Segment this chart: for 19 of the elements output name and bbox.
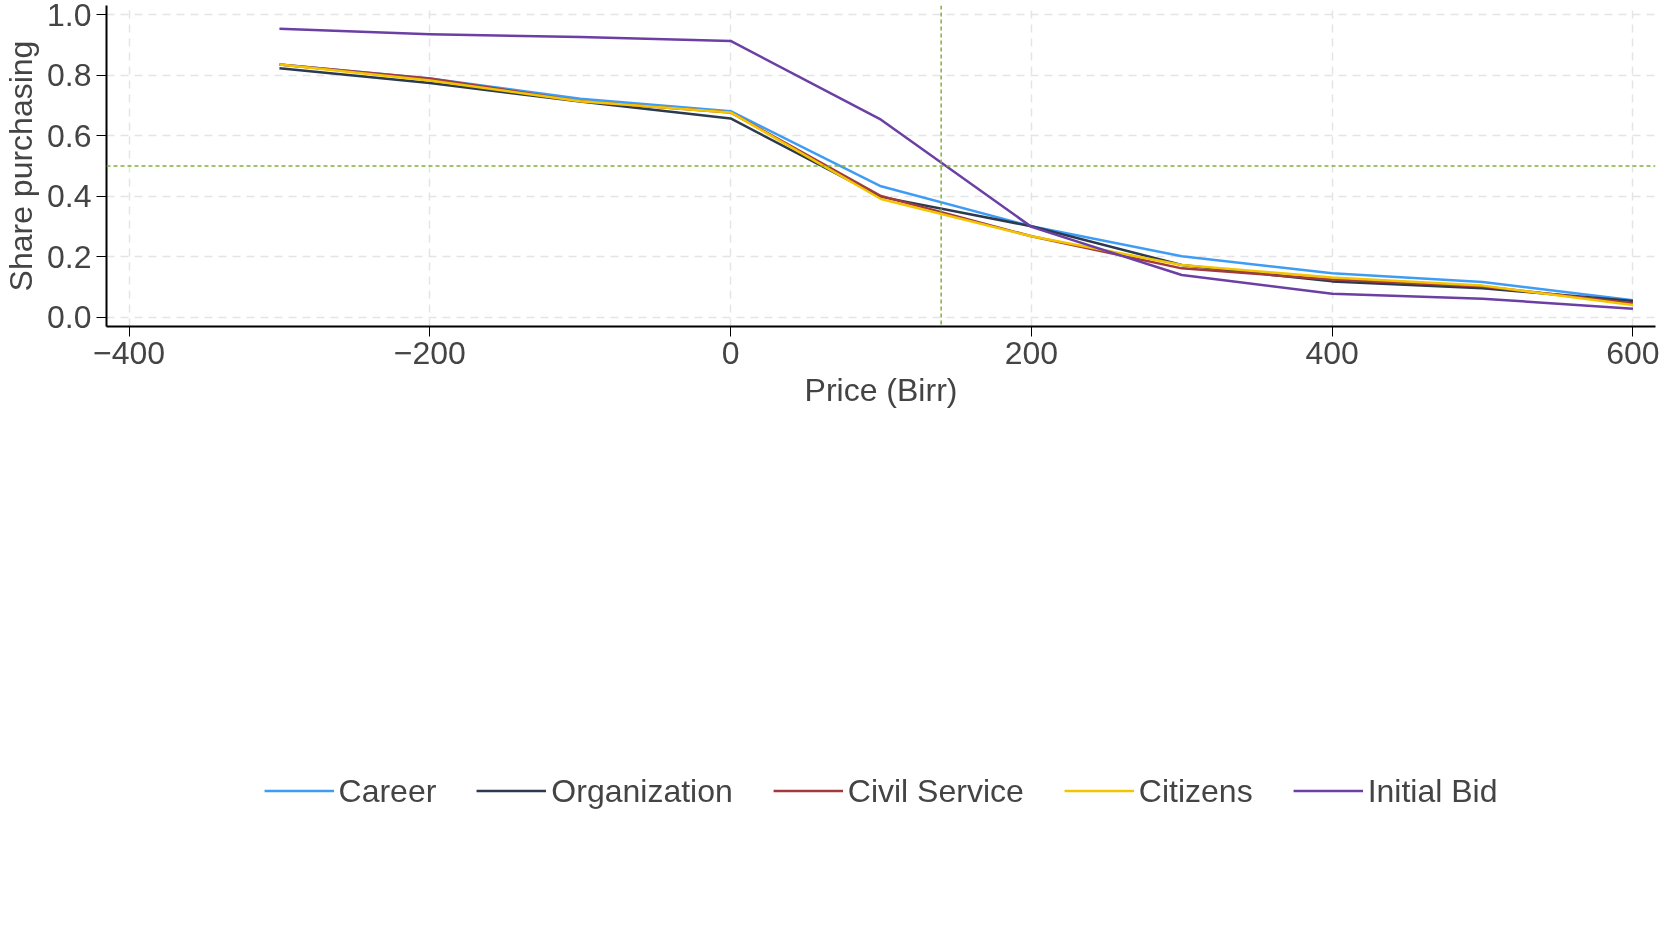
legend-label: Citizens xyxy=(1138,772,1253,810)
y-tick-label: 0.6 xyxy=(47,117,92,154)
y-axis-title: Share purchasing xyxy=(3,40,40,292)
legend-label: Career xyxy=(338,772,437,810)
y-tick-label: 0.0 xyxy=(47,299,92,336)
x-tick-label: 200 xyxy=(1004,334,1059,371)
y-tick-label: 0.4 xyxy=(47,178,92,215)
y-tick-label: 0.8 xyxy=(47,57,92,94)
legend-label: Organization xyxy=(551,772,733,810)
x-tick-label: 600 xyxy=(1606,334,1660,371)
y-tick-label: 0.2 xyxy=(47,238,92,275)
x-tick-label: 400 xyxy=(1305,334,1359,371)
y-tick-label: 1.0 xyxy=(47,0,92,33)
legend-label: Civil Service xyxy=(847,772,1024,810)
legend-label: Initial Bid xyxy=(1367,772,1498,810)
x-tick-label: −400 xyxy=(93,334,166,371)
x-axis-title: Price (Birr) xyxy=(804,371,958,408)
x-tick-label: −200 xyxy=(393,334,466,371)
x-tick-label: 0 xyxy=(721,334,740,371)
